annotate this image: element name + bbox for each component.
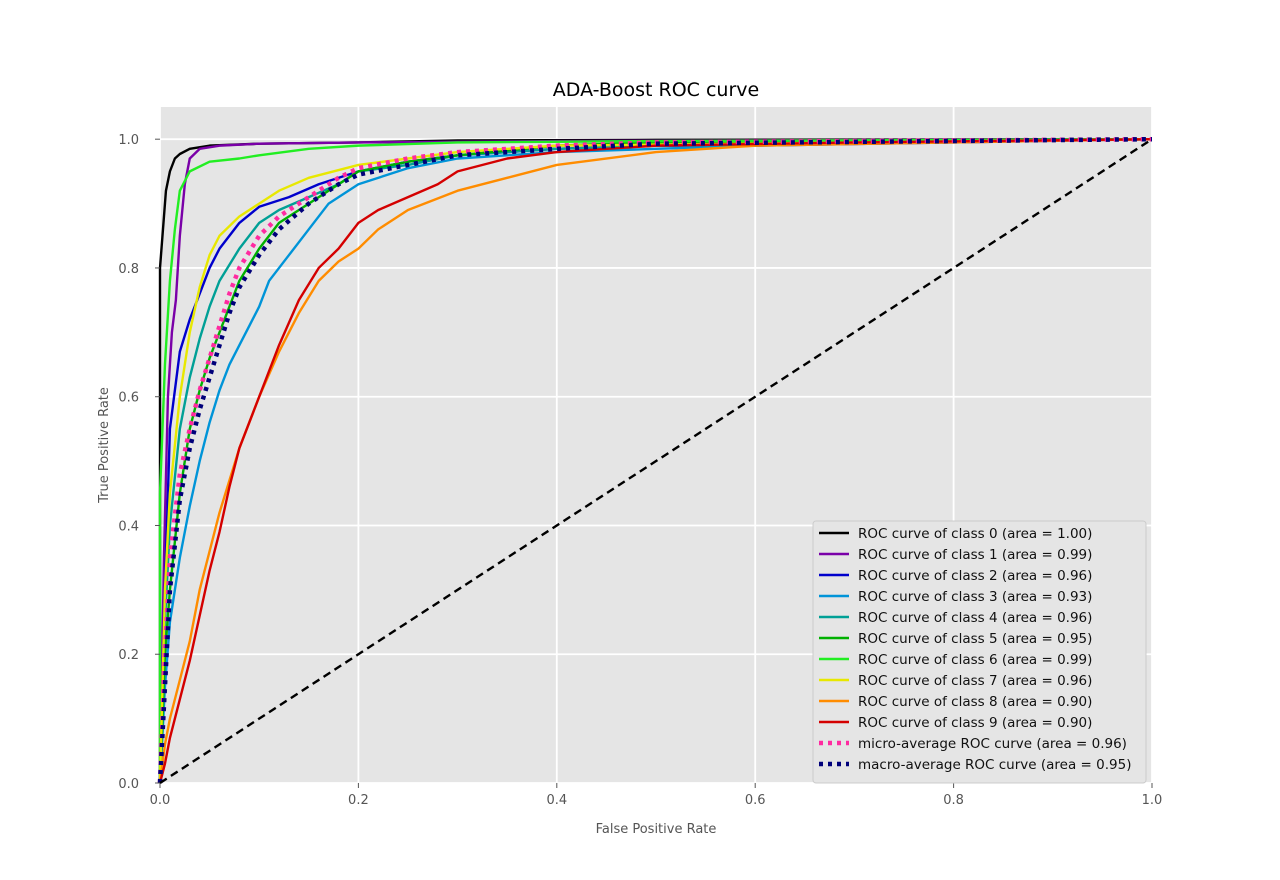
legend-entry-label: ROC curve of class 4 (area = 0.96) (858, 610, 1092, 626)
legend-entry-label: micro-average ROC curve (area = 0.96) (858, 736, 1127, 752)
series-line-3 (158, 137, 1153, 784)
axes: 0.0 0.2 0.4 0.6 0.8 1.0 0.0 0.2 0.4 0.6 0.8 1.0 (118, 133, 1162, 808)
legend-entry-label: ROC curve of class 5 (area = 0.95) (858, 631, 1092, 647)
legend-entry-label: ROC curve of class 3 (area = 0.93) (858, 589, 1092, 605)
x-tick-label: 0.6 (745, 793, 766, 808)
series-line-9 (158, 137, 1153, 784)
y-axis-label: True Positive Rate (97, 387, 112, 504)
x-tick-label: 0.4 (546, 793, 567, 808)
legend-box (812, 520, 1147, 784)
legend-entry-label: ROC curve of class 8 (area = 0.90) (858, 694, 1092, 710)
series-line-8 (158, 137, 1153, 784)
x-tick-label: 0.0 (150, 793, 171, 808)
legend-entry-label: ROC curve of class 0 (area = 1.00) (858, 526, 1092, 542)
y-tick-label: 0.4 (118, 519, 139, 534)
series-line-10 (157, 136, 1153, 784)
x-axis-label: False Positive Rate (596, 822, 717, 837)
legend-entry-label: ROC curve of class 1 (area = 0.99) (858, 547, 1092, 563)
grid (159, 107, 1153, 784)
y-tick-label: 0.0 (118, 777, 139, 792)
legend-entry-label: ROC curve of class 9 (area = 0.90) (858, 715, 1092, 731)
chart-title: ADA-Boost ROC curve (553, 79, 759, 101)
y-tick-label: 0.2 (118, 648, 139, 663)
legend-entry-label: macro-average ROC curve (area = 0.95) (858, 757, 1131, 773)
legend: ROC curve of class 0 (area = 1.00) ROC cu… (812, 520, 1147, 784)
series-line-11 (157, 136, 1153, 784)
chance-diagonal-line (159, 138, 1153, 785)
curves (157, 136, 1153, 785)
legend-entry-label: ROC curve of class 6 (area = 0.99) (858, 652, 1092, 668)
x-tick-label: 0.8 (943, 793, 964, 808)
x-tick-label: 1.0 (1142, 793, 1163, 808)
legend-entry-label: ROC curve of class 2 (area = 0.96) (858, 568, 1092, 584)
x-tick-label: 0.2 (348, 793, 369, 808)
y-tick-label: 1.0 (118, 133, 139, 148)
y-tick-label: 0.6 (118, 391, 139, 406)
y-tick-label: 0.8 (118, 262, 139, 277)
legend-entry-label: ROC curve of class 7 (area = 0.96) (858, 673, 1092, 689)
series-line-6 (158, 137, 1153, 783)
